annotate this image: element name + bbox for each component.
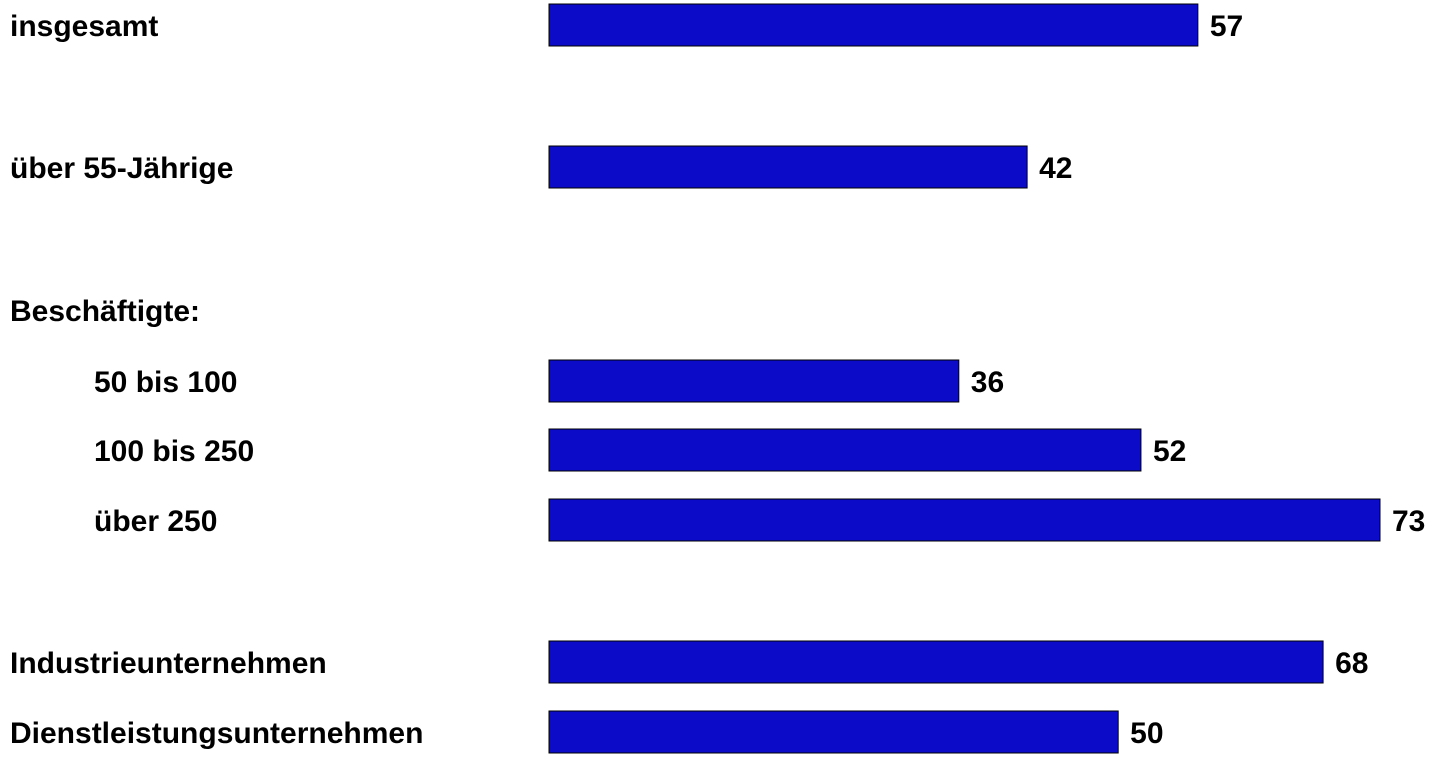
data-label: 52 bbox=[1153, 435, 1186, 468]
data-label: 73 bbox=[1392, 505, 1425, 538]
bar bbox=[548, 359, 960, 403]
category-label: Industrieunternehmen bbox=[10, 647, 327, 680]
bar bbox=[548, 710, 1119, 754]
data-label: 36 bbox=[971, 366, 1004, 399]
category-label: Beschäftigte: bbox=[10, 295, 200, 328]
category-label: über 55-Jährige bbox=[10, 152, 233, 185]
data-label: 68 bbox=[1335, 647, 1368, 680]
category-label: insgesamt bbox=[10, 10, 158, 43]
category-label: Dienstleistungsunternehmen bbox=[10, 717, 423, 750]
data-label: 57 bbox=[1210, 10, 1243, 43]
bar bbox=[548, 498, 1381, 542]
category-labels: insgesamt über 55-Jährige Beschäftigte: 50 … bbox=[10, 10, 423, 750]
bar bbox=[548, 145, 1028, 189]
category-label: 100 bis 250 bbox=[94, 435, 254, 468]
value-labels: 57 42 36 52 73 68 50 bbox=[971, 10, 1426, 750]
bar bbox=[548, 640, 1324, 684]
bar bbox=[548, 428, 1142, 472]
category-label: 50 bis 100 bbox=[94, 366, 237, 399]
category-label: über 250 bbox=[94, 505, 217, 538]
data-label: 42 bbox=[1039, 152, 1072, 185]
data-label: 50 bbox=[1130, 717, 1163, 750]
bars bbox=[548, 3, 1381, 754]
bar bbox=[548, 3, 1199, 47]
